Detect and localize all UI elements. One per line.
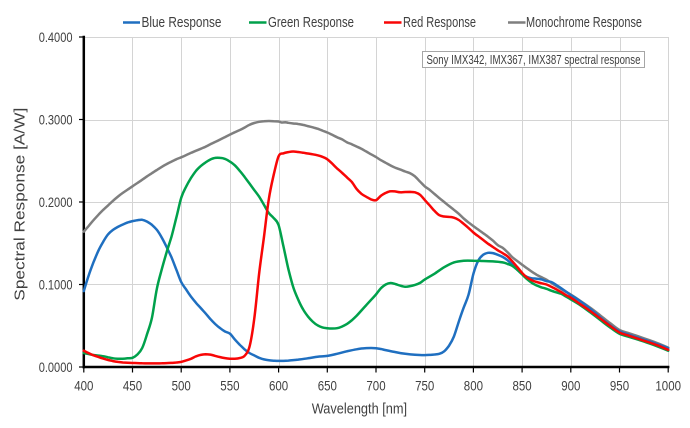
svg-text:1000: 1000 (655, 378, 681, 394)
svg-text:900: 900 (561, 378, 580, 394)
svg-text:800: 800 (464, 378, 483, 394)
svg-text:0.1000: 0.1000 (39, 277, 73, 293)
svg-text:Spectral Response [A/W]: Spectral Response [A/W] (12, 108, 29, 301)
svg-text:Blue Response: Blue Response (142, 15, 222, 31)
svg-text:600: 600 (269, 378, 288, 394)
svg-text:0.4000: 0.4000 (39, 29, 73, 45)
svg-text:0.2000: 0.2000 (39, 194, 73, 210)
svg-text:750: 750 (415, 378, 434, 394)
svg-text:0.3000: 0.3000 (39, 112, 73, 128)
svg-text:950: 950 (610, 378, 629, 394)
svg-text:Green Response: Green Response (268, 15, 354, 31)
svg-text:Wavelength [nm]: Wavelength [nm] (312, 400, 407, 417)
svg-text:Monochrome Response: Monochrome Response (526, 15, 642, 31)
svg-text:450: 450 (123, 378, 142, 394)
svg-text:550: 550 (220, 378, 239, 394)
svg-text:850: 850 (513, 378, 532, 394)
svg-text:0.0000: 0.0000 (39, 359, 73, 375)
svg-text:400: 400 (74, 378, 93, 394)
svg-text:Sony IMX342, IMX367, IMX387 sp: Sony IMX342, IMX367, IMX387 spectral res… (427, 52, 641, 67)
svg-text:700: 700 (366, 378, 385, 394)
svg-text:500: 500 (172, 378, 191, 394)
svg-text:Red Response: Red Response (403, 15, 476, 31)
svg-text:650: 650 (318, 378, 337, 394)
